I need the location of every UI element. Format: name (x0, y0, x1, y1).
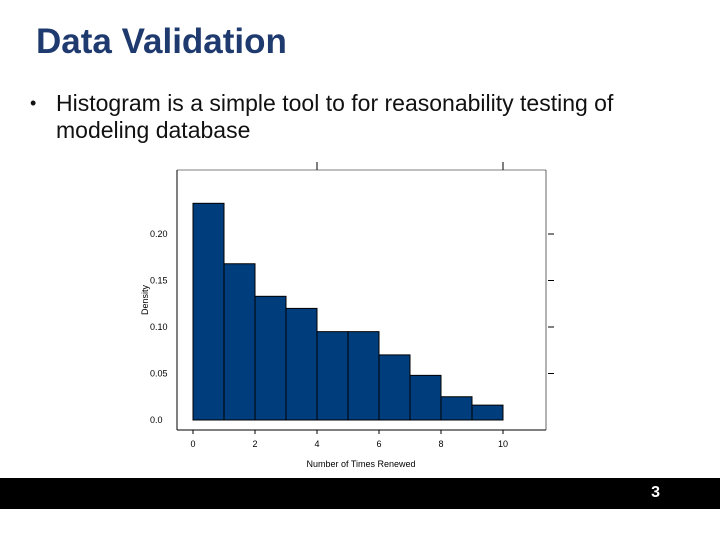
footer-bar: 3 (0, 478, 720, 509)
page-number: 3 (651, 484, 660, 501)
histogram-chart: 0 2 4 6 8 10 0.0 0.05 0.10 0.15 0.20 Number of Time… (140, 162, 554, 469)
x-tick-label: 8 (438, 439, 443, 449)
y-tick-label: 0.10 (150, 322, 168, 332)
slide-title: Data Validation (36, 22, 287, 61)
y-axis-label: Density (140, 284, 150, 315)
histogram-bar (316, 331, 349, 421)
x-axis-label: Number of Times Renewed (306, 459, 415, 469)
histogram-bar (285, 307, 318, 421)
bullet-text: Histogram is a simple tool to for reason… (56, 90, 614, 143)
x-tick-label: 4 (314, 439, 319, 449)
histogram-bar (254, 295, 287, 421)
x-tick-label: 10 (498, 439, 508, 449)
y-tick-label: 0.0 (150, 415, 163, 425)
histogram-bar (440, 396, 473, 421)
x-tick-label: 6 (376, 439, 381, 449)
histogram-bar (223, 263, 256, 421)
x-tick-label: 2 (252, 439, 257, 449)
histogram-bar (378, 354, 411, 421)
histogram-bar (409, 374, 442, 421)
y-tick-label: 0.20 (150, 229, 168, 239)
histogram-bar (347, 331, 380, 421)
y-tick-label: 0.15 (150, 276, 168, 286)
y-tick-label: 0.05 (150, 369, 168, 379)
x-tick-label: 0 (190, 439, 195, 449)
histogram-bar (192, 202, 225, 421)
bullet-dot-icon: • (30, 93, 37, 113)
histogram-bar (471, 404, 504, 421)
